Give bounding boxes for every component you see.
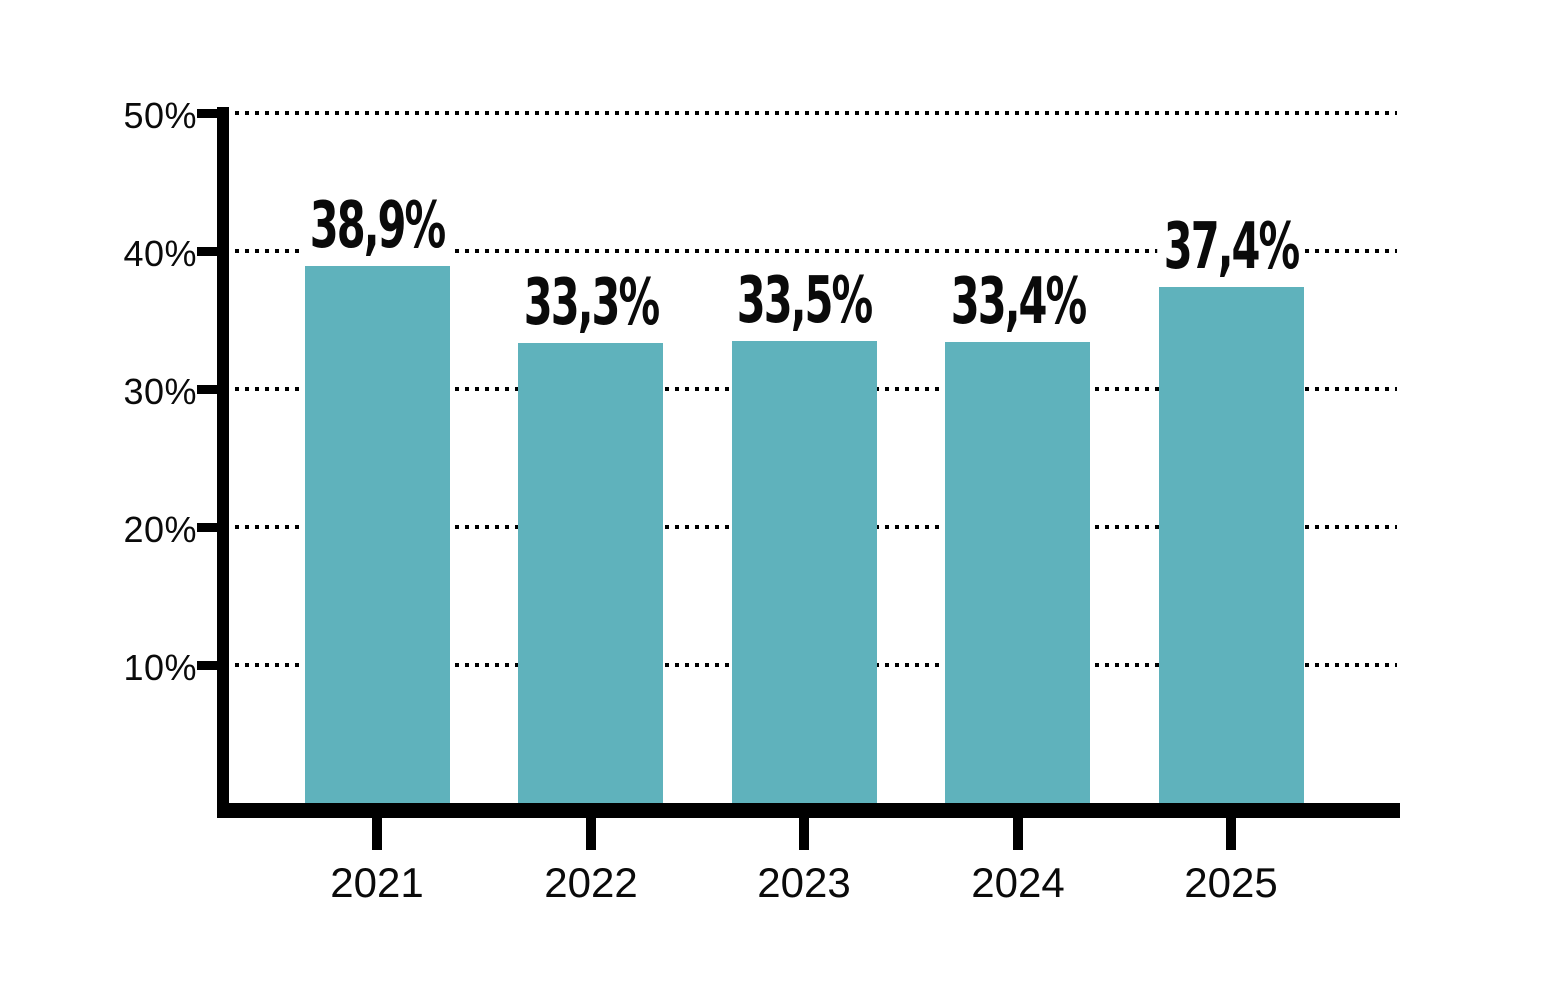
- bar: [518, 343, 663, 803]
- x-axis-tick-label: 2025: [1184, 859, 1278, 906]
- bar-value-label: 33,3%: [517, 271, 665, 335]
- gridline: [235, 249, 1397, 253]
- y-axis-tick-label: 30%: [123, 371, 197, 412]
- bar: [305, 266, 450, 803]
- x-axis-tick: [372, 818, 382, 850]
- bar-value-label: 33,4%: [944, 270, 1092, 334]
- bar: [1159, 287, 1304, 803]
- x-axis-tick-label: 2023: [757, 859, 851, 906]
- y-axis-tick-label: 40%: [123, 233, 197, 274]
- x-axis-tick-label: 2024: [971, 859, 1065, 906]
- y-axis-tick-label: 10%: [123, 647, 197, 688]
- gridline: [235, 111, 1397, 115]
- y-axis-tick: [197, 523, 217, 532]
- x-axis-tick: [1013, 818, 1023, 850]
- y-axis-tick: [197, 247, 217, 256]
- bar: [945, 342, 1090, 803]
- bar: [732, 341, 877, 803]
- x-axis-line: [217, 803, 1400, 818]
- x-axis-tick-label: 2022: [544, 859, 638, 906]
- bar-value-label: 33,5%: [730, 269, 878, 333]
- y-axis-tick: [197, 109, 217, 118]
- bar-value-label: 38,9%: [303, 194, 451, 258]
- x-axis-tick: [799, 818, 809, 850]
- y-axis-tick-label: 20%: [123, 509, 197, 550]
- y-axis-tick: [197, 385, 217, 394]
- x-axis-tick-label: 2021: [330, 859, 424, 906]
- y-axis-line: [217, 107, 229, 818]
- bar-value-label: 37,4%: [1157, 215, 1305, 279]
- y-axis-tick: [197, 661, 217, 670]
- x-axis-tick: [586, 818, 596, 850]
- x-axis-tick: [1226, 818, 1236, 850]
- y-axis-tick-label: 50%: [123, 95, 197, 136]
